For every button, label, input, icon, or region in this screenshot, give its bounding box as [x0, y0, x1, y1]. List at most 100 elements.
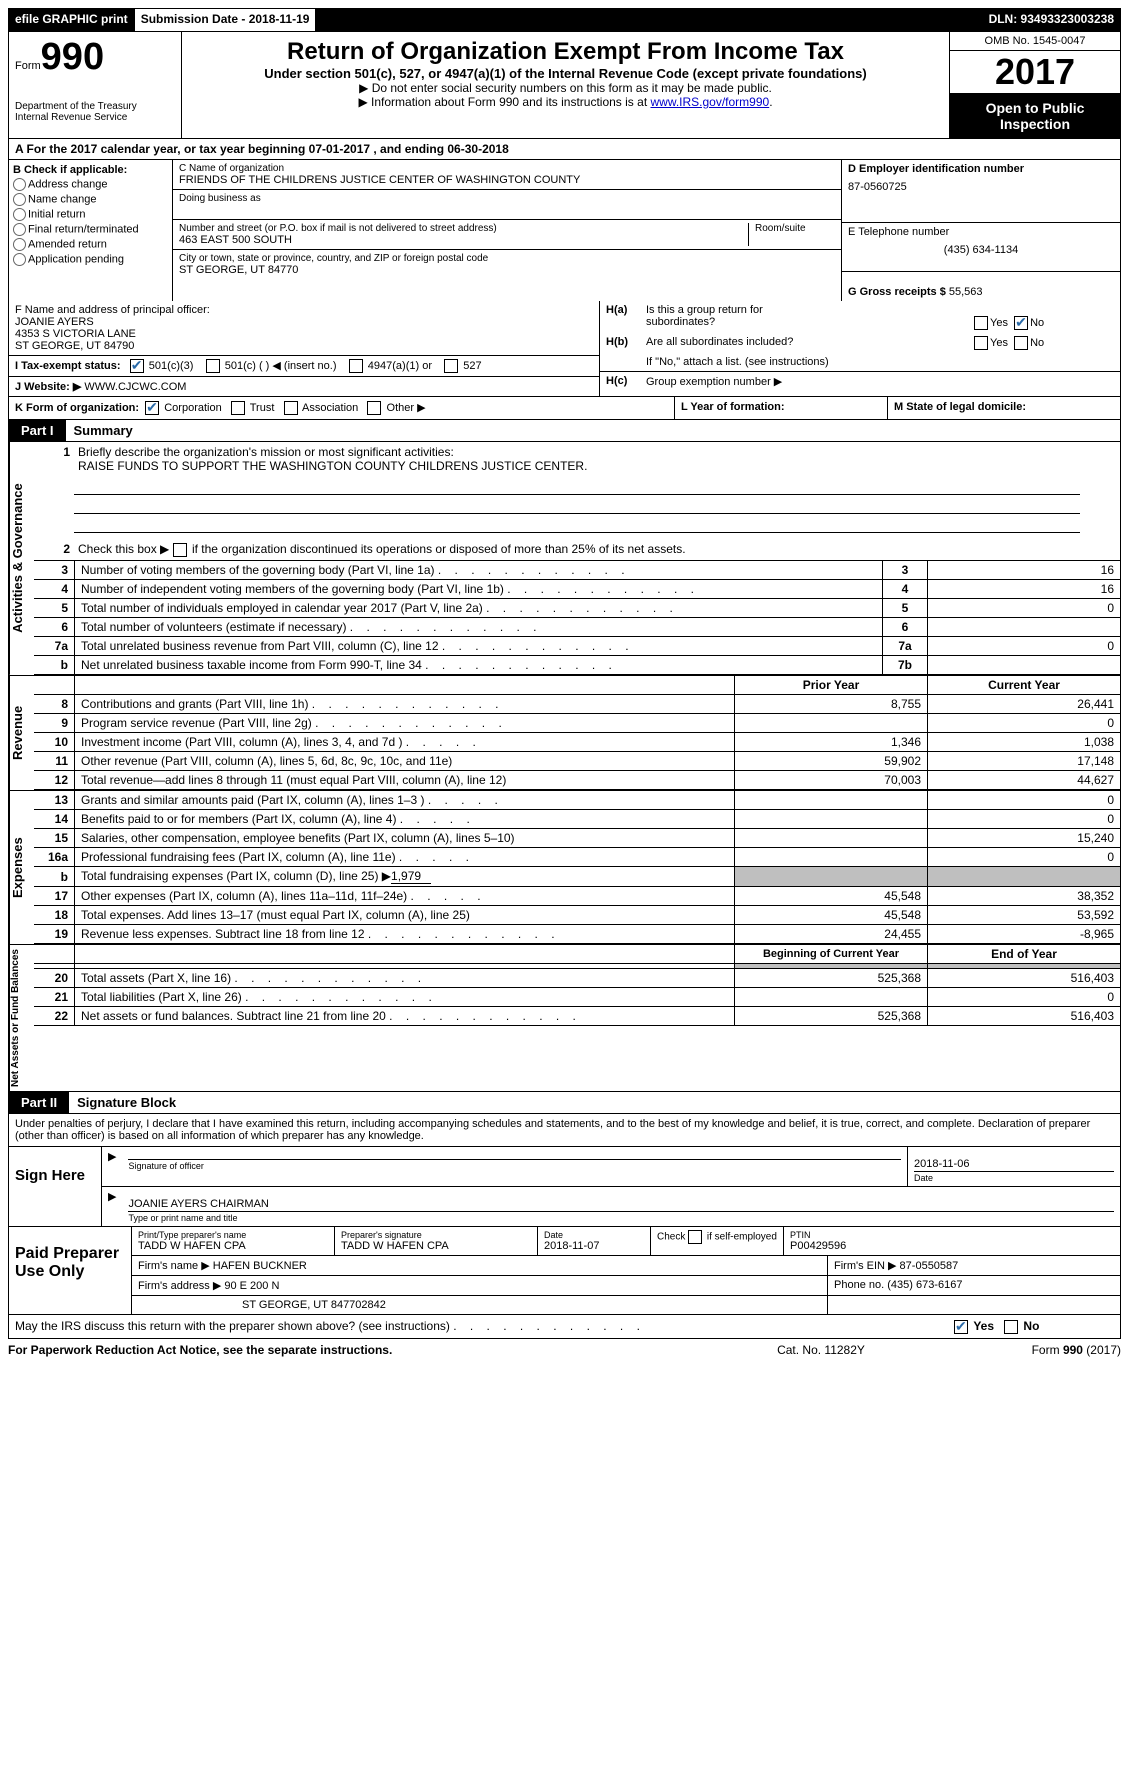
part2-title: Signature Block — [69, 1092, 184, 1113]
cb-assoc[interactable] — [284, 401, 298, 415]
prep-date: 2018-11-07 — [544, 1240, 644, 1252]
gross-label: G Gross receipts $ — [848, 286, 949, 298]
box-i-label: I Tax-exempt status: — [15, 360, 121, 372]
pra-notice: For Paperwork Reduction Act Notice, see … — [8, 1343, 721, 1357]
sig-officer-line: ▶ Signature of officer 2018-11-06 Date — [102, 1147, 1120, 1187]
row-16b: bTotal fundraising expenses (Part IX, co… — [34, 867, 1120, 887]
form-label: Form — [15, 60, 41, 72]
cb-name-change[interactable]: Name change — [13, 193, 168, 206]
part1-expenses: Expenses 13Grants and similar amounts pa… — [8, 791, 1121, 945]
cb-hb-yes[interactable] — [974, 336, 988, 350]
rev-header: Prior YearCurrent Year — [34, 676, 1120, 695]
cb-final-return[interactable]: Final return/terminated — [13, 223, 168, 236]
gross-value: 55,563 — [949, 286, 983, 298]
prep-row-2: Firm's name ▶ HAFEN BUCKNER Firm's EIN ▶… — [132, 1256, 1120, 1276]
org-name-cell: C Name of organization FRIENDS OF THE CH… — [173, 160, 841, 190]
room-label: Room/suite — [755, 223, 835, 234]
row-k: K Form of organization: Corporation Trus… — [8, 397, 1121, 420]
box-m: M State of legal domicile: — [887, 397, 1120, 419]
tax-year: 2017 — [950, 51, 1120, 94]
cb-discuss-no[interactable] — [1004, 1320, 1018, 1334]
row-5: 5Total number of individuals employed in… — [34, 599, 1120, 618]
header-row: Form990 Department of the Treasury Inter… — [8, 32, 1121, 139]
ein-label: D Employer identification number — [848, 163, 1114, 175]
net-header: Beginning of Current YearEnd of Year — [34, 945, 1120, 964]
cb-hb-no[interactable] — [1014, 336, 1028, 350]
firm-addr: 90 E 200 N — [221, 1280, 279, 1292]
sig-date-value: 2018-11-06 — [914, 1150, 1114, 1172]
name-title-value: JOANIE AYERS CHAIRMAN — [128, 1190, 1114, 1212]
row-19: 19Revenue less expenses. Subtract line 1… — [34, 925, 1120, 944]
box-right: D Employer identification number 87-0560… — [841, 160, 1120, 301]
cb-ha-yes[interactable] — [974, 316, 988, 330]
title-subtitle: Under section 501(c), 527, or 4947(a)(1)… — [192, 66, 939, 81]
dba-cell: Doing business as — [173, 190, 841, 220]
sig-officer-field[interactable] — [128, 1150, 901, 1160]
form990-link[interactable]: www.IRS.gov/form990 — [650, 95, 769, 109]
note2-pre: ▶ Information about Form 990 and its ins… — [358, 95, 650, 109]
cb-initial-return[interactable]: Initial return — [13, 208, 168, 221]
form-box: Form990 Department of the Treasury Inter… — [9, 32, 182, 138]
cat-number: Cat. No. 11282Y — [721, 1343, 921, 1357]
box-ha: H(a) Is this a group return for subordin… — [600, 301, 1120, 333]
cb-527[interactable] — [444, 359, 458, 373]
row-11: 11Other revenue (Part VIII, column (A), … — [34, 752, 1120, 771]
row-13: 13Grants and similar amounts paid (Part … — [34, 791, 1120, 810]
revenue-table: Prior YearCurrent Year 8Contributions an… — [34, 676, 1120, 790]
tel-cell: E Telephone number (435) 634-1134 — [842, 223, 1120, 272]
row-22: 22Net assets or fund balances. Subtract … — [34, 1007, 1120, 1026]
box-b-label: B Check if applicable: — [13, 164, 168, 176]
org-name: FRIENDS OF THE CHILDRENS JUSTICE CENTER … — [179, 174, 835, 186]
prep-row-4: ST GEORGE, UT 847702842 — [132, 1296, 1120, 1314]
discuss-row: May the IRS discuss this return with the… — [8, 1315, 1121, 1339]
paid-preparer-label: Paid Preparer Use Only — [9, 1227, 131, 1314]
row-3: 3Number of voting members of the governi… — [34, 561, 1120, 580]
box-c: C Name of organization FRIENDS OF THE CH… — [173, 160, 841, 301]
sig-officer-label: Signature of officer — [128, 1161, 901, 1171]
underline-2 — [74, 497, 1080, 514]
firm-phone: (435) 673-6167 — [887, 1279, 962, 1291]
cb-trust[interactable] — [231, 401, 245, 415]
hb-label: H(b) — [606, 336, 646, 350]
cb-501c[interactable] — [206, 359, 220, 373]
sign-here-label: Sign Here — [9, 1147, 101, 1226]
firm-city: ST GEORGE, UT 847702842 — [132, 1296, 828, 1314]
box-j: J Website: ▶ WWW.CJCWC.COM — [9, 377, 599, 396]
cb-corp[interactable] — [145, 401, 159, 415]
sign-here-block: Sign Here ▶ Signature of officer 2018-11… — [8, 1147, 1121, 1227]
cb-amended-return[interactable]: Amended return — [13, 238, 168, 251]
cb-self-employed[interactable] — [688, 1230, 702, 1244]
title-box: Return of Organization Exempt From Incom… — [182, 32, 949, 138]
year-box: OMB No. 1545-0047 2017 Open to Public In… — [949, 32, 1120, 138]
cb-discuss-yes[interactable] — [954, 1320, 968, 1334]
firm-name: HAFEN BUCKNER — [210, 1260, 307, 1272]
name-title-label: Type or print name and title — [128, 1213, 1114, 1223]
row-9: 9Program service revenue (Part VIII, lin… — [34, 714, 1120, 733]
hb-note: If "No," attach a list. (see instruction… — [600, 353, 1120, 372]
cb-4947[interactable] — [349, 359, 363, 373]
row-16a: 16aProfessional fundraising fees (Part I… — [34, 848, 1120, 867]
hc-label: H(c) — [606, 375, 646, 388]
part2-header: Part II Signature Block — [8, 1092, 1121, 1114]
self-employed-cell: Check if self-employed — [651, 1227, 784, 1255]
ptin-value: P00429596 — [790, 1240, 1114, 1252]
row-21: 21Total liabilities (Part X, line 26)0 — [34, 988, 1120, 1007]
declaration: Under penalties of perjury, I declare th… — [8, 1114, 1121, 1147]
cb-line2[interactable] — [173, 543, 187, 557]
box-hb: H(b) Are all subordinates included? Yes … — [600, 333, 1120, 353]
prep-name: TADD W HAFEN CPA — [138, 1240, 328, 1252]
cb-address-change[interactable]: Address change — [13, 178, 168, 191]
city-label: City or town, state or province, country… — [179, 253, 835, 264]
sig-date-label: Date — [914, 1173, 1114, 1183]
row-fih: F Name and address of principal officer:… — [8, 301, 1121, 397]
part1-revenue: Revenue Prior YearCurrent Year 8Contribu… — [8, 676, 1121, 791]
tel-label: E Telephone number — [848, 226, 1114, 238]
box-k: K Form of organization: Corporation Trus… — [9, 397, 674, 419]
hc-text: Group exemption number ▶ — [646, 375, 782, 388]
cb-application-pending[interactable]: Application pending — [13, 253, 168, 266]
cb-501c3[interactable] — [130, 359, 144, 373]
addr-label: Number and street (or P.O. box if mail i… — [179, 223, 748, 234]
form-number: 990 — [41, 36, 104, 78]
cb-ha-no[interactable] — [1014, 316, 1028, 330]
cb-other[interactable] — [367, 401, 381, 415]
